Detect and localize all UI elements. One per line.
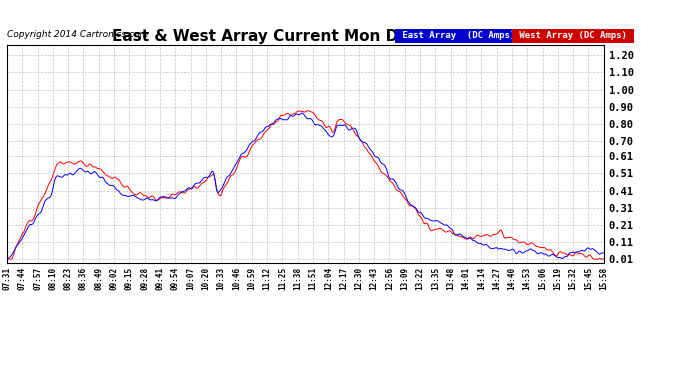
Text: West Array (DC Amps): West Array (DC Amps) — [514, 32, 632, 40]
Text: East Array  (DC Amps): East Array (DC Amps) — [397, 32, 520, 40]
Text: Copyright 2014 Cartronics.com: Copyright 2014 Cartronics.com — [7, 30, 148, 39]
Title: East & West Array Current Mon Dec 22 16:00: East & West Array Current Mon Dec 22 16:… — [112, 29, 498, 44]
